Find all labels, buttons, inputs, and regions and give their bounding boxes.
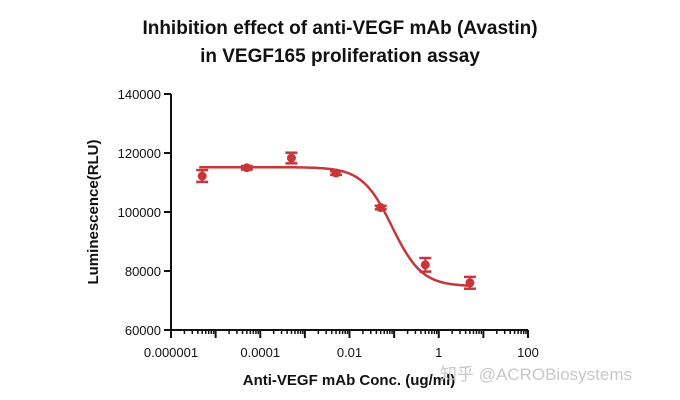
x-tick-label: 0.0001 <box>240 345 280 360</box>
data-point <box>376 203 386 213</box>
data-point <box>242 163 252 173</box>
y-tick-label: 100000 <box>118 205 161 220</box>
chart-title-line-2: in VEGF165 proliferation assay <box>200 46 480 67</box>
data-point <box>420 260 430 270</box>
x-tick-label: 100 <box>517 345 539 360</box>
data-point <box>197 171 207 181</box>
y-axis-label: Luminescence(RLU) <box>85 139 102 284</box>
data-point <box>465 278 475 288</box>
y-tick-label: 120000 <box>118 146 161 161</box>
y-tick-label: 140000 <box>118 87 161 102</box>
x-tick-label: 0.000001 <box>144 345 198 360</box>
y-tick-label: 80000 <box>125 264 161 279</box>
data-point <box>286 153 296 163</box>
watermark: 知乎 @ACROBiosystems <box>440 365 633 384</box>
chart-title-line-1: Inhibition effect of anti-VEGF mAb (Avas… <box>142 18 538 39</box>
x-axis-label: Anti-VEGF mAb Conc. (ug/ml) <box>243 372 455 389</box>
y-tick-label: 60000 <box>125 323 161 338</box>
data-point <box>331 168 341 178</box>
x-tick-label: 0.01 <box>337 345 362 360</box>
fit-curve <box>199 165 473 288</box>
x-tick-label: 1 <box>435 345 442 360</box>
